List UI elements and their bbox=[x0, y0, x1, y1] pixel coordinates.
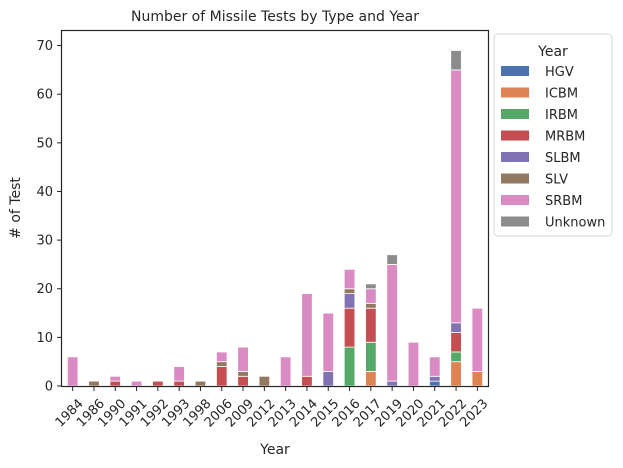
bar-segment-2021-hgv bbox=[429, 380, 441, 387]
bar-segment-2015-srbm bbox=[322, 312, 334, 372]
bar-segment-1998-slv bbox=[194, 380, 207, 387]
y-tick-label: 30 bbox=[36, 234, 53, 249]
legend-label-irbm: IRBM bbox=[545, 108, 578, 123]
legend-swatch-slbm bbox=[501, 152, 529, 162]
bar-segment-2021-srbm bbox=[429, 356, 441, 377]
legend-swatch-unknown bbox=[501, 216, 529, 227]
legend-swatch-mrbm bbox=[501, 130, 529, 141]
bar-segment-2006-srbm bbox=[216, 351, 228, 363]
y-tick-label: 10 bbox=[36, 331, 53, 346]
x-axis: 1984198619901991199219931998200620092012… bbox=[53, 386, 491, 430]
bar-segment-2023-icbm bbox=[471, 371, 484, 387]
y-tick-label: 60 bbox=[36, 88, 53, 103]
bar-segment-1984-srbm bbox=[66, 356, 79, 387]
bar-segment-2019-slbm bbox=[386, 380, 398, 387]
bar-segment-2009-srbm bbox=[237, 346, 249, 372]
y-tick-label: 50 bbox=[36, 136, 53, 151]
y-tick-label: 0 bbox=[45, 380, 53, 395]
bar-segment-2017-mrbm bbox=[365, 307, 377, 343]
bar-segment-2020-srbm bbox=[407, 341, 420, 387]
legend-label-slv: SLV bbox=[545, 173, 568, 188]
bar-segment-2006-slv bbox=[216, 361, 228, 367]
bar-segment-2022-mrbm bbox=[450, 332, 462, 353]
bar-segment-2022-irbm bbox=[450, 351, 462, 363]
bar-segment-2017-irbm bbox=[365, 341, 377, 372]
bar-segment-2012-slv bbox=[258, 375, 271, 387]
y-tick-label: 40 bbox=[36, 185, 53, 200]
legend-swatch-srbm bbox=[501, 195, 529, 205]
bar-segment-2023-srbm bbox=[471, 307, 484, 372]
bar-segment-2017-icbm bbox=[365, 371, 377, 387]
legend-label-hgv: HGV bbox=[545, 65, 574, 80]
bar-segment-2016-irbm bbox=[343, 346, 356, 387]
bar-segment-2016-mrbm bbox=[343, 307, 356, 348]
legend-title: Year bbox=[537, 44, 568, 60]
x-axis-label: Year bbox=[259, 442, 290, 458]
chart-title: Number of Missile Tests by Type and Year bbox=[131, 9, 419, 25]
bar-segment-1991-srbm bbox=[130, 380, 143, 387]
bar-segment-2016-slv bbox=[343, 288, 356, 295]
bar-segment-2009-mrbm bbox=[237, 375, 249, 387]
bar-segment-2015-slbm bbox=[322, 371, 334, 387]
legend-label-unknown: Unknown bbox=[545, 216, 605, 231]
bar-segment-1986-slv bbox=[88, 380, 100, 387]
y-axis: 0 10 20 30 40 50 60 70 bbox=[36, 39, 62, 395]
bar-segment-1990-srbm bbox=[109, 375, 121, 382]
legend-swatch-slv bbox=[501, 173, 529, 184]
bar-segment-2016-srbm bbox=[343, 268, 356, 290]
legend-label-icbm: ICBM bbox=[545, 87, 578, 102]
bar-segment-1993-srbm bbox=[173, 366, 185, 382]
bar-segment-2022-icbm bbox=[450, 361, 462, 387]
bar-segment-2017-srbm bbox=[365, 288, 377, 304]
bar-segment-2014-srbm bbox=[301, 293, 313, 377]
legend-label-slbm: SLBM bbox=[545, 151, 581, 166]
legend-swatch-irbm bbox=[501, 109, 529, 119]
bar-segment-1993-mrbm bbox=[173, 380, 185, 387]
bar-segment-1992-mrbm bbox=[152, 380, 164, 387]
bar-segment-2021-slbm bbox=[429, 375, 441, 382]
legend-swatch-icbm bbox=[501, 87, 529, 98]
bar-segment-2022-srbm bbox=[450, 69, 462, 324]
legend: Year HGV ICBM IRBM MRBM SLBM SLV SRBM Unknown bbox=[493, 33, 613, 237]
plot-frame bbox=[60, 29, 490, 388]
bar-segment-2017-slv bbox=[365, 302, 377, 309]
bar-segment-2006-mrbm bbox=[216, 366, 228, 387]
bar-segment-2016-slbm bbox=[343, 293, 356, 309]
bar-segment-2022-slbm bbox=[450, 322, 462, 333]
bar-segment-2017-unknown bbox=[365, 283, 377, 290]
y-tick-label: 70 bbox=[36, 39, 53, 54]
legend-label-srbm: SRBM bbox=[545, 194, 582, 209]
legend-label-mrbm: MRBM bbox=[545, 130, 585, 145]
bar-segment-1990-mrbm bbox=[109, 380, 121, 387]
bar-segment-2022-unknown bbox=[450, 50, 462, 71]
bar-segment-2013-srbm bbox=[279, 356, 292, 387]
legend-box bbox=[493, 33, 613, 237]
y-tick-label: 20 bbox=[36, 282, 53, 297]
legend-swatch-hgv bbox=[501, 66, 529, 76]
bar-segment-2019-srbm bbox=[386, 264, 398, 382]
bar-segment-2014-mrbm bbox=[301, 375, 313, 387]
y-axis-label: # of Test bbox=[8, 177, 24, 239]
bar-segment-2019-unknown bbox=[386, 254, 398, 265]
bar-segment-2009-slv bbox=[237, 371, 249, 377]
bars-layer bbox=[66, 50, 484, 387]
